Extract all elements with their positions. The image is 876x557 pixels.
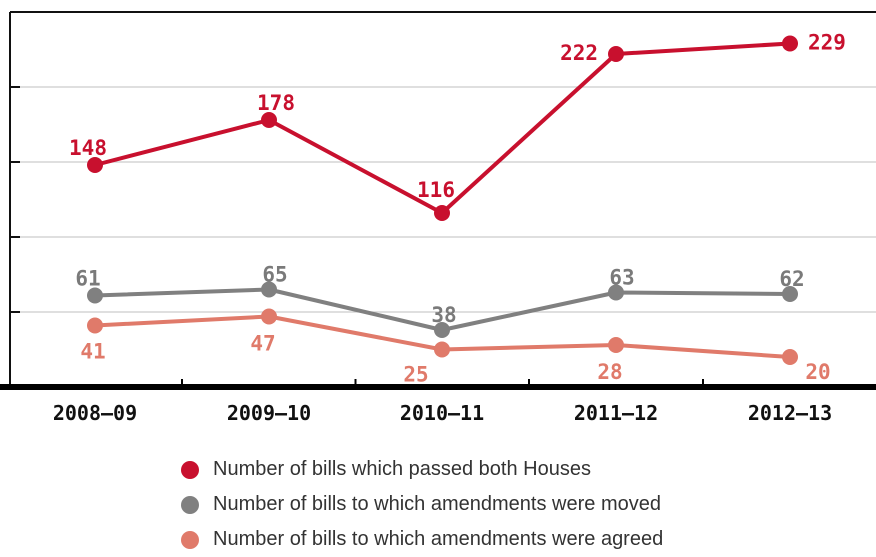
data-point xyxy=(608,46,624,62)
data-label: 41 xyxy=(80,340,105,364)
legend-item-moved: Number of bills to which amendments were… xyxy=(181,487,663,522)
legend-label-moved: Number of bills to which amendments were… xyxy=(213,493,661,515)
x-axis: 2008–09 2009–10 2010–11 2011–12 2012–13 xyxy=(0,379,876,425)
data-point xyxy=(87,317,103,334)
data-point xyxy=(608,337,624,353)
data-labels: 148 178 116 222 229 61 65 38 63 62 41 47 25 28 20 xyxy=(69,31,846,387)
legend-label-agreed: Number of bills to which amendments were… xyxy=(213,528,664,550)
data-point xyxy=(261,112,277,128)
data-label: 178 xyxy=(257,91,295,115)
data-label: 38 xyxy=(431,303,456,327)
legend-item-agreed: Number of bills to which amendments were… xyxy=(181,522,663,557)
data-point xyxy=(782,349,798,365)
legend-swatch-passed xyxy=(181,460,199,479)
data-point xyxy=(261,308,277,325)
legend-swatch-moved xyxy=(181,495,199,514)
data-label: 20 xyxy=(805,360,830,384)
data-point xyxy=(434,322,450,338)
data-point xyxy=(87,157,103,173)
x-tick-label: 2010–11 xyxy=(400,401,484,425)
x-tick-label: 2012–13 xyxy=(748,401,832,425)
data-label: 116 xyxy=(417,178,455,202)
data-label: 222 xyxy=(560,41,598,65)
data-label: 25 xyxy=(403,363,428,387)
data-label: 229 xyxy=(808,31,846,55)
data-label: 47 xyxy=(250,332,275,356)
series-lines xyxy=(87,35,798,365)
data-label: 65 xyxy=(262,263,287,287)
data-point xyxy=(782,35,798,52)
data-label: 28 xyxy=(597,360,622,384)
legend: Number of bills which passed both Houses… xyxy=(181,452,663,557)
data-point xyxy=(87,287,103,304)
legend-swatch-agreed xyxy=(181,530,199,549)
x-tick-label: 2011–12 xyxy=(574,401,658,425)
data-point xyxy=(782,286,798,302)
data-point xyxy=(608,284,624,301)
gridlines xyxy=(9,11,876,387)
data-point xyxy=(434,205,450,221)
legend-label-passed: Number of bills which passed both Houses xyxy=(213,458,591,480)
data-point xyxy=(261,281,277,298)
data-label: 148 xyxy=(69,136,107,160)
x-tick-label: 2009–10 xyxy=(227,401,311,425)
data-label: 63 xyxy=(609,266,634,290)
data-label: 61 xyxy=(75,267,100,291)
data-label: 62 xyxy=(779,267,804,291)
legend-item-passed: Number of bills which passed both Houses xyxy=(181,452,663,487)
data-point xyxy=(434,341,450,358)
x-tick-label: 2008–09 xyxy=(53,401,137,425)
